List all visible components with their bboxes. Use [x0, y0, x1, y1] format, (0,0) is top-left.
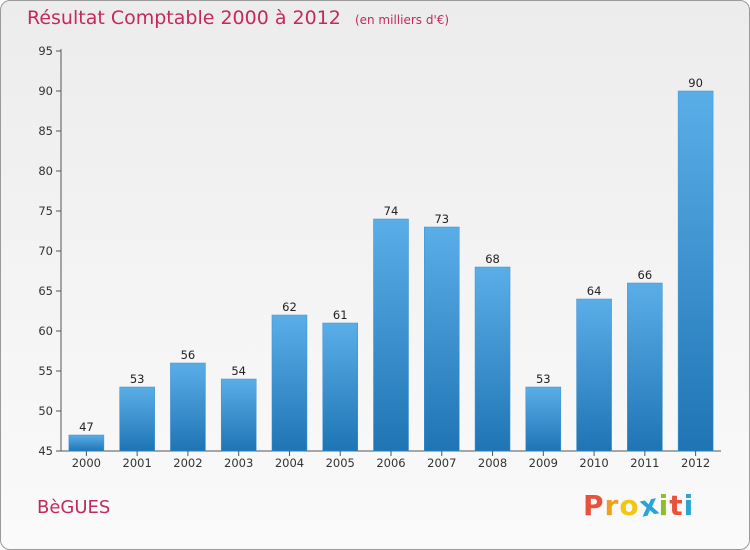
- bar: [119, 386, 155, 452]
- logo-letter: r: [604, 489, 620, 522]
- y-tick: 85: [38, 124, 61, 138]
- bar: [373, 218, 409, 452]
- y-tick: 60: [38, 324, 61, 338]
- logo-letter: o: [619, 489, 640, 522]
- x-tick-label: 2000: [72, 456, 101, 470]
- bar-value-label: 68: [485, 252, 500, 266]
- y-tick: 70: [38, 244, 61, 258]
- y-tick: 80: [38, 164, 61, 178]
- y-tick-label: 70: [38, 244, 53, 258]
- logo-letter: i: [658, 489, 670, 522]
- y-tick-label: 90: [38, 84, 53, 98]
- x-tick-label: 2003: [224, 456, 253, 470]
- x-tick-label: 2006: [376, 456, 405, 470]
- y-tick: 50: [38, 404, 61, 418]
- bar-value-label: 47: [79, 420, 94, 434]
- bar-value-label: 90: [688, 76, 703, 90]
- x-tick-label: 2007: [427, 456, 456, 470]
- bar-value-label: 62: [282, 300, 297, 314]
- bar: [525, 386, 562, 452]
- bar-value-label: 56: [181, 348, 196, 362]
- logo-letter: i: [683, 489, 695, 522]
- y-tick: 55: [38, 364, 61, 378]
- chart-unit-label: (en milliers d'€): [354, 13, 450, 27]
- chart-title: Résultat Comptable 2000 à 2012 (en milli…: [27, 7, 449, 29]
- y-tick-label: 95: [38, 44, 53, 58]
- bar: [322, 322, 358, 452]
- y-tick: 65: [38, 284, 61, 298]
- y-tick-label: 85: [38, 124, 53, 138]
- bar-value-label: 64: [587, 284, 602, 298]
- logo-letter: t: [669, 489, 684, 522]
- x-tick-label: 2001: [123, 456, 152, 470]
- y-tick-label: 50: [38, 404, 53, 418]
- bar: [170, 362, 206, 452]
- logo-letter: P: [583, 489, 605, 522]
- x-tick-label: 2012: [681, 456, 710, 470]
- x-tick-label: 2004: [275, 456, 304, 470]
- proxiti-logo: Proxiti: [583, 487, 695, 523]
- y-tick-label: 60: [38, 324, 53, 338]
- bar-value-label: 53: [130, 372, 145, 386]
- bar: [271, 314, 308, 452]
- x-tick-label: 2011: [630, 456, 659, 470]
- x-tick-label: 2005: [326, 456, 355, 470]
- bar-value-label: 73: [434, 212, 449, 226]
- commune-name: BèGUES: [37, 497, 111, 518]
- x-tick-label: 2002: [173, 456, 202, 470]
- bar: [576, 298, 612, 452]
- bar: [424, 226, 460, 452]
- x-tick-label: 2010: [579, 456, 608, 470]
- bar-value-label: 74: [384, 204, 399, 218]
- y-tick: 90: [38, 84, 61, 98]
- y-tick: 45: [38, 444, 61, 458]
- bar-value-label: 66: [638, 268, 653, 282]
- y-tick-label: 75: [38, 204, 53, 218]
- y-tick: 75: [38, 204, 61, 218]
- bar-value-label: 53: [536, 372, 551, 386]
- bar: [68, 434, 105, 452]
- bar-value-label: 54: [231, 364, 246, 378]
- chart-title-text: Résultat Comptable 2000 à 2012: [27, 7, 341, 29]
- bar-value-label: 61: [333, 308, 348, 322]
- bar: [627, 282, 663, 452]
- x-tick-label: 2009: [529, 456, 558, 470]
- x-tick-label: 2008: [478, 456, 507, 470]
- y-tick-label: 65: [38, 284, 53, 298]
- y-tick-label: 80: [38, 164, 53, 178]
- bar: [220, 378, 257, 452]
- bar: [474, 266, 511, 452]
- bar: [677, 90, 714, 452]
- y-tick-label: 45: [38, 444, 53, 458]
- y-tick-label: 55: [38, 364, 53, 378]
- y-tick: 95: [38, 44, 61, 58]
